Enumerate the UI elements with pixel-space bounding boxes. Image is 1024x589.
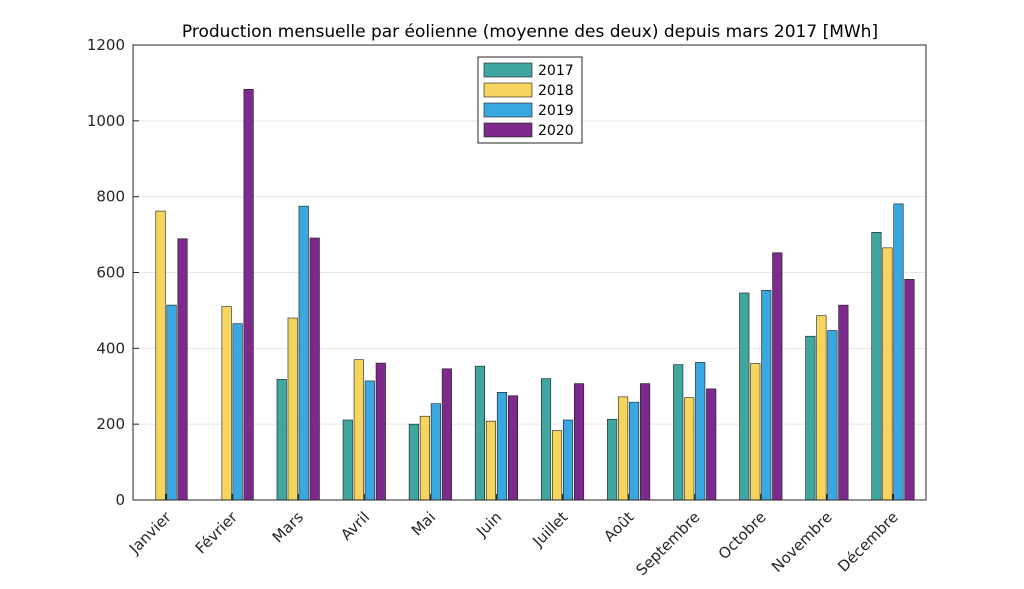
legend-swatch-2018 — [483, 82, 533, 98]
bar-2020 — [573, 383, 585, 501]
chart-title: Production mensuelle par éolienne (moyen… — [182, 22, 878, 42]
bar-2020 — [441, 368, 452, 501]
legend-label-2019: 2019 — [538, 103, 574, 119]
bar-2019 — [761, 290, 772, 501]
y-tick-label: 800 — [96, 188, 125, 206]
bar-2017 — [408, 423, 419, 501]
bar-2020 — [243, 89, 254, 501]
bar-2018 — [882, 247, 893, 501]
bar-2017 — [276, 379, 287, 501]
bar-2019 — [232, 323, 243, 501]
y-tick-label: 0 — [115, 491, 125, 509]
bar-2017 — [342, 419, 353, 501]
bar-2019 — [166, 304, 177, 501]
bar-2020 — [309, 237, 320, 501]
legend-label-2018: 2018 — [538, 83, 574, 99]
bar-2017 — [805, 335, 816, 501]
y-tick-label: 600 — [96, 264, 125, 282]
bar-2020 — [706, 388, 717, 501]
x-tick-label: Décembre — [834, 508, 902, 576]
y-tick-label: 200 — [96, 415, 125, 433]
bar-2019 — [629, 401, 640, 501]
bar-2018 — [287, 317, 298, 501]
bar-2017 — [739, 292, 750, 501]
bar-2019 — [430, 403, 441, 501]
x-tick-label: Juin — [472, 508, 505, 541]
y-tick-label: 1000 — [87, 112, 125, 130]
x-tick-label: Mai — [408, 508, 439, 539]
x-tick-label: Avril — [337, 508, 373, 544]
bar-2020 — [640, 383, 651, 501]
x-tick-label: Mars — [269, 508, 307, 546]
bar-2018 — [618, 396, 629, 501]
bar-2020 — [507, 395, 519, 501]
legend: 2017 2018 2019 2020 — [477, 56, 583, 144]
bar-2018 — [155, 210, 166, 501]
bar-2020 — [904, 279, 915, 501]
y-axis-ticks: 0 200 400 600 800 1000 1200 — [87, 36, 139, 509]
legend-swatch-2017 — [483, 62, 533, 78]
y-tick-label: 400 — [96, 339, 125, 357]
bar-2017 — [871, 232, 882, 501]
x-tick-label: Septembre — [632, 508, 703, 579]
bar-2018 — [551, 430, 563, 501]
bar-2018 — [221, 306, 232, 501]
bar-2017 — [607, 418, 618, 501]
legend-swatch-2019 — [483, 102, 533, 118]
bar-2019 — [298, 205, 309, 501]
bar-2019 — [827, 330, 838, 501]
bar-2017 — [673, 364, 684, 501]
bar-2018 — [419, 415, 430, 501]
bars — [155, 89, 915, 501]
bar-2018 — [816, 315, 827, 501]
bar-2020 — [838, 304, 849, 501]
y-tick-label: 1200 — [87, 36, 125, 54]
x-axis-ticks: Janvier Février Mars Avril Mai Juin Juillet Aoû… — [125, 494, 902, 579]
bar-2018 — [485, 420, 497, 501]
bar-2020 — [772, 252, 783, 501]
legend-swatch-2020 — [483, 122, 533, 138]
bar-2020 — [375, 362, 386, 501]
bar-2018 — [750, 363, 761, 501]
bar-2018 — [353, 359, 364, 501]
bar-2018 — [684, 397, 695, 501]
bar-2019 — [695, 362, 706, 501]
x-tick-label: Février — [192, 508, 242, 558]
bar-2019 — [893, 203, 904, 501]
bar-2019 — [562, 419, 574, 501]
x-tick-label: Août — [600, 508, 637, 545]
bar-2020 — [177, 238, 188, 501]
x-tick-label: Novembre — [768, 508, 836, 576]
x-tick-label: Janvier — [125, 508, 175, 558]
x-tick-label: Juillet — [529, 508, 572, 551]
bar-2017 — [540, 378, 552, 501]
legend-label-2020: 2020 — [538, 123, 574, 139]
bar-2019 — [496, 392, 508, 501]
bar-2019 — [364, 380, 375, 501]
legend-label-2017: 2017 — [538, 63, 574, 79]
x-tick-label: Octobre — [715, 508, 770, 563]
bar-2017 — [474, 365, 486, 501]
